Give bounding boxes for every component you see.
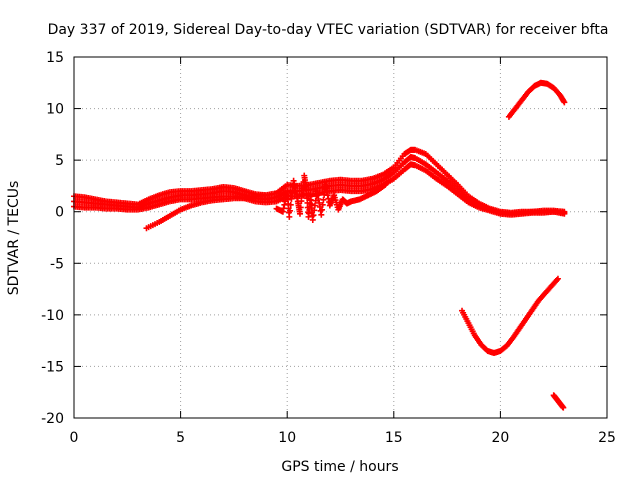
series-track-f <box>505 79 568 120</box>
axis-ticks <box>73 56 608 419</box>
y-tick-label: -5 <box>50 256 64 272</box>
data-point <box>298 198 305 205</box>
series-track-h <box>550 392 567 411</box>
data-point <box>554 275 561 282</box>
grid <box>74 57 607 418</box>
data-point <box>560 404 567 411</box>
y-tick-label: -15 <box>41 359 64 375</box>
y-tick-label: -20 <box>41 411 64 427</box>
data-point <box>296 210 303 217</box>
y-tick-label: 0 <box>55 205 64 221</box>
data-point <box>299 191 306 198</box>
data-point <box>286 213 293 220</box>
y-tick-label: 10 <box>46 102 64 118</box>
y-tick-label: 5 <box>55 153 64 169</box>
chart-title: Day 337 of 2019, Sidereal Day-to-day VTE… <box>48 22 609 38</box>
data-point <box>561 210 568 217</box>
x-tick-label: 5 <box>176 430 185 446</box>
plot-frame <box>73 56 608 419</box>
data-point <box>561 99 568 106</box>
x-tick-label: 25 <box>598 430 616 446</box>
data-point <box>287 207 294 214</box>
x-tick-label: 15 <box>385 430 403 446</box>
series-track-e <box>273 172 389 223</box>
data-points <box>71 79 568 411</box>
series-track-g <box>459 275 561 357</box>
x-axis-label: GPS time / hours <box>281 459 398 475</box>
y-tick-label: -10 <box>41 308 64 324</box>
data-point <box>297 204 304 211</box>
x-tick-label: 20 <box>491 430 509 446</box>
data-point <box>289 189 296 196</box>
x-tick-label: 0 <box>70 430 79 446</box>
data-point <box>287 201 294 208</box>
y-tick-label: 15 <box>46 50 64 66</box>
x-tick-label: 10 <box>278 430 296 446</box>
data-point <box>288 195 295 202</box>
data-point <box>262 192 269 199</box>
data-point <box>382 181 389 188</box>
y-axis-label: SDTVAR / TECUs <box>6 181 22 296</box>
series-track-d <box>143 192 269 232</box>
tick-labels: 0 5 10 15 20 25 -20 -15 -10 -5 0 5 10 15 <box>41 50 616 446</box>
